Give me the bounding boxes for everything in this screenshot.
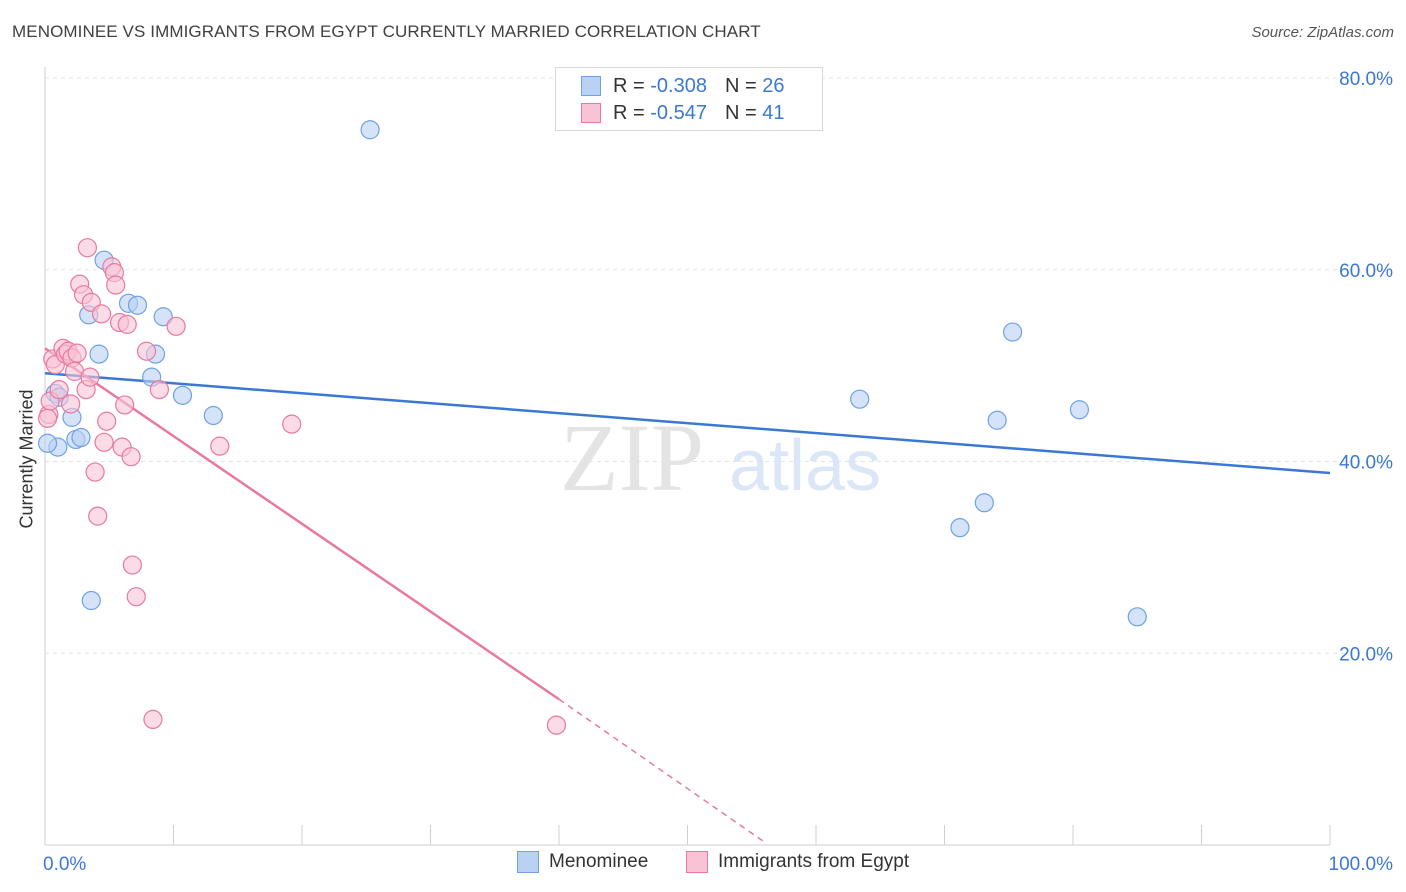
legend-swatch-egypt	[581, 103, 601, 123]
point-menominee	[850, 389, 870, 409]
point-menominee	[950, 518, 970, 538]
trend-line-egypt-extension	[558, 698, 766, 843]
point-egypt	[97, 411, 117, 431]
tick-labels: 20.0% 40.0% 60.0% 80.0% 0.0% 100.0%	[43, 69, 1393, 875]
legend-row-menominee: R = -0.308 N = 26	[581, 75, 784, 97]
legend-n-label: N =	[724, 74, 757, 97]
point-egypt	[67, 343, 87, 363]
point-egypt	[143, 709, 163, 730]
y-tick-label: 80.0%	[1339, 69, 1393, 90]
axes	[44, 67, 1331, 846]
point-egypt	[49, 379, 69, 400]
point-menominee	[1127, 607, 1147, 627]
point-menominee	[71, 427, 91, 448]
bottom-legend-label-egypt: Immigrants from Egypt	[718, 851, 910, 872]
point-egypt	[91, 304, 112, 324]
point-menominee	[987, 410, 1007, 430]
point-menominee	[153, 307, 173, 327]
bottom-legend-egypt: Immigrants from Egypt	[686, 851, 909, 873]
point-egypt	[61, 394, 81, 414]
grid-lines	[45, 77, 1392, 654]
source-label: Source: ZipAtlas.com	[1251, 24, 1394, 41]
bottom-legend-menominee: Menominee	[517, 851, 648, 873]
chart-title: MENOMINEE VS IMMIGRANTS FROM EGYPT CURRE…	[12, 22, 761, 41]
point-egypt	[88, 506, 108, 526]
point-menominee	[172, 385, 193, 405]
y-tick-label: 40.0%	[1339, 453, 1393, 474]
bottom-legend-swatch-egypt	[686, 851, 708, 873]
point-egypt	[115, 395, 135, 415]
legend-n-value: 41	[762, 101, 785, 124]
legend-r-label: R =	[613, 74, 645, 97]
stats-legend: R = -0.308 N = 26 R = -0.547 N = 41	[555, 67, 823, 131]
point-egypt	[282, 414, 302, 434]
legend-r-value: -0.308	[650, 74, 707, 97]
point-egypt	[136, 341, 157, 361]
point-egypt	[117, 314, 137, 334]
trend-line-menominee	[44, 372, 1331, 475]
x-tick-label: 0.0%	[43, 854, 86, 875]
point-egypt	[37, 408, 58, 428]
point-menominee	[127, 295, 148, 315]
point-egypt	[106, 275, 126, 295]
legend-n-label: N =	[724, 101, 757, 124]
point-menominee	[974, 493, 994, 513]
point-menominee	[89, 344, 109, 364]
point-menominee	[360, 120, 380, 140]
point-egypt	[126, 587, 146, 607]
point-egypt	[166, 316, 186, 336]
point-menominee	[37, 433, 58, 453]
point-menominee	[1003, 322, 1023, 342]
bottom-legend-swatch-menominee	[517, 851, 539, 873]
y-tick-label: 20.0%	[1339, 644, 1393, 665]
legend-row-egypt: R = -0.547 N = 41	[581, 102, 784, 124]
y-axis-label: Currently Married	[16, 389, 37, 529]
point-egypt	[94, 432, 114, 452]
point-egypt	[122, 555, 142, 575]
y-tick-label: 60.0%	[1339, 261, 1393, 282]
point-egypt	[85, 462, 105, 482]
point-egypt	[121, 447, 141, 467]
point-menominee	[1069, 400, 1090, 420]
point-egypt	[80, 367, 100, 387]
point-egypt	[77, 238, 98, 258]
legend-r-label: R =	[613, 101, 645, 124]
point-egypt	[546, 715, 567, 735]
point-menominee	[81, 590, 101, 611]
trend-lines	[44, 347, 1331, 843]
data-points	[37, 120, 1147, 735]
point-egypt	[149, 379, 169, 400]
legend-n-value: 26	[762, 74, 785, 97]
legend-r-value: -0.547	[650, 101, 707, 124]
legend-swatch-menominee	[581, 76, 601, 96]
point-menominee	[203, 405, 223, 426]
bottom-legend-label-menominee: Menominee	[549, 851, 649, 872]
x-tick-label: 100.0%	[1329, 854, 1394, 875]
watermark-atlas: atlas	[729, 426, 881, 506]
point-egypt	[210, 436, 230, 456]
